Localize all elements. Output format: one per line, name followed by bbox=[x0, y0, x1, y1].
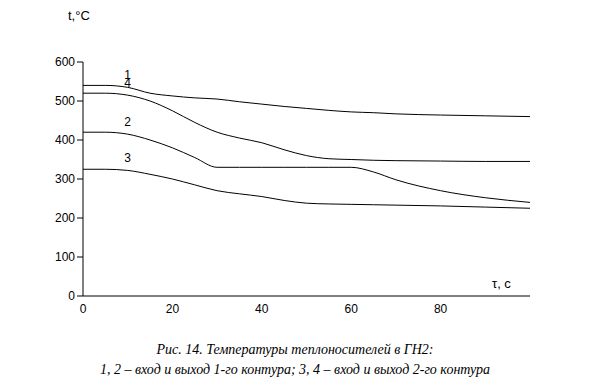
svg-text:500: 500 bbox=[55, 94, 75, 108]
svg-text:600: 600 bbox=[55, 55, 75, 69]
svg-text:40: 40 bbox=[255, 302, 269, 316]
svg-text:2: 2 bbox=[124, 115, 131, 129]
svg-text:400: 400 bbox=[55, 133, 75, 147]
svg-text:200: 200 bbox=[55, 211, 75, 225]
svg-text:100: 100 bbox=[55, 250, 75, 264]
svg-text:20: 20 bbox=[166, 302, 180, 316]
svg-text:80: 80 bbox=[434, 302, 448, 316]
html-text:t,°C: t,°C bbox=[68, 8, 90, 23]
svg-text:3: 3 bbox=[124, 151, 131, 165]
svg-text:0: 0 bbox=[68, 289, 75, 303]
html-text:τ, с: τ, с bbox=[492, 276, 511, 291]
svg-text:300: 300 bbox=[55, 172, 75, 186]
html-text:1, 2 – вход и выход 1-го конту: 1, 2 – вход и выход 1-го контура; 3, 4 –… bbox=[99, 362, 491, 377]
svg-text:0: 0 bbox=[80, 302, 87, 316]
html-text:Рис. 14. Температуры теплоноси: Рис. 14. Температуры теплоносителей в ГН… bbox=[156, 342, 434, 357]
svg-text:60: 60 bbox=[345, 302, 359, 316]
svg-text:4: 4 bbox=[124, 76, 131, 90]
